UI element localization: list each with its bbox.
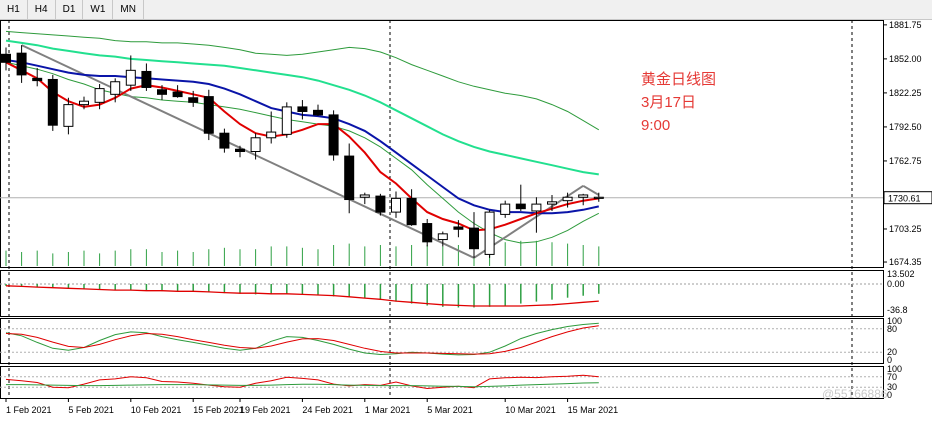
candle-bear — [172, 91, 183, 98]
candle-bear — [469, 227, 479, 250]
candle-bull — [110, 81, 121, 95]
candle-bear — [47, 78, 58, 126]
candle-bull — [562, 196, 573, 202]
candle-bear — [16, 52, 27, 76]
candle-bull — [578, 194, 589, 198]
time-tick-label: 1 Mar 2021 — [365, 405, 411, 415]
time-tick-label: 1 Feb 2021 — [6, 405, 52, 415]
candle-bull — [125, 69, 136, 86]
watermark: @55166886 — [822, 387, 888, 401]
rsi-main-line — [5, 374, 599, 390]
pane-frame-main — [0, 20, 884, 268]
time-tick-label: 15 Feb 2021 — [193, 405, 244, 415]
stoch-k-line — [5, 322, 599, 356]
price-tick-label: 1852.00 — [889, 54, 922, 64]
stoch-tick-label: 20 — [887, 347, 897, 357]
trendline-tip — [582, 184, 600, 196]
candle-bear — [375, 195, 386, 213]
time-tick-label: 10 Mar 2021 — [505, 405, 556, 415]
price-tick-label: 1822.25 — [889, 88, 922, 98]
candle-bull — [484, 211, 495, 255]
price-tick-label: 1792.50 — [889, 122, 922, 132]
candle-bull — [63, 104, 74, 127]
candle-bear — [328, 114, 339, 156]
candle-bull — [250, 137, 261, 153]
rsi-tick-label: 30 — [887, 382, 897, 392]
candle-bull — [547, 201, 557, 205]
pane-frame-sto — [0, 318, 884, 364]
candle-bear — [203, 96, 214, 134]
stoch-tick-label: 100 — [887, 316, 902, 326]
rsi-tick-label: 100 — [887, 364, 902, 374]
time-tick-label: 5 Feb 2021 — [68, 405, 114, 415]
stoch-d-line — [5, 325, 599, 355]
macd-tick-label: 0.00 — [887, 279, 905, 289]
candle-bull — [281, 106, 292, 135]
candle-bear — [344, 155, 355, 201]
candle-bull — [79, 100, 89, 106]
candle-bear — [219, 132, 230, 149]
candle-bear — [141, 70, 152, 88]
pane-frame-rsi — [0, 366, 884, 399]
current-price-label: 1730.61 — [888, 194, 921, 204]
candle-bull — [391, 197, 401, 213]
stoch-tick-label: 80 — [887, 324, 897, 334]
candle-bear — [422, 223, 433, 243]
timeframe-d1[interactable]: D1 — [56, 0, 84, 19]
timeframe-w1[interactable]: W1 — [83, 0, 114, 19]
current-price-box — [883, 191, 932, 205]
candle-bear — [188, 97, 199, 103]
macd-signal-line — [5, 285, 599, 307]
candle-bear — [157, 89, 167, 95]
time-tick-label: 15 Mar 2021 — [568, 405, 619, 415]
price-tick-label: 1881.75 — [889, 20, 922, 30]
macd-tick-label: -36.8 — [887, 305, 908, 315]
candle-bull — [359, 194, 370, 198]
trendline-down — [21, 44, 475, 259]
macd-tick-label: 13.502 — [887, 269, 915, 279]
annotation-title: 黄金日线图 — [641, 71, 716, 88]
candle-bull — [593, 196, 604, 199]
candle-bear — [515, 203, 526, 210]
candle-bear — [406, 197, 417, 226]
rsi-tick-label: 70 — [887, 372, 897, 382]
time-tick-label: 19 Feb 2021 — [240, 405, 291, 415]
envelope-upper-line — [5, 30, 600, 131]
stoch-tick-label: 0 — [887, 355, 892, 365]
rsi-signal-line — [6, 382, 599, 388]
candle-bear — [297, 106, 308, 112]
time-tick-label: 24 Feb 2021 — [302, 405, 353, 415]
rsi-tick-label: 0 — [887, 390, 892, 400]
timeframe-toolbar: H1 H4 D1 W1 MN — [0, 0, 932, 20]
candle-bear — [235, 148, 245, 153]
timeframe-mn[interactable]: MN — [113, 0, 144, 19]
timeframe-h1[interactable]: H1 — [0, 0, 28, 19]
candle-bear — [453, 226, 464, 230]
price-tick-label: 1703.25 — [889, 224, 922, 234]
price-tick-label: 1762.75 — [889, 156, 922, 166]
time-tick-label: 5 Mar 2021 — [427, 405, 473, 415]
price-chart[interactable]: 1881.75 1852.00 1822.25 1792.50 1762.75 1730.… — [0, 20, 932, 428]
candle-bull — [94, 88, 105, 103]
candle-bull — [531, 203, 542, 212]
candle-bear — [1, 53, 11, 63]
envelope-lower-line — [5, 61, 600, 244]
ma-slow-line — [5, 39, 599, 176]
candle-bear — [313, 109, 323, 116]
ma-fast-line — [5, 61, 599, 232]
ma-mid-line — [5, 59, 600, 215]
pane-frame-macd — [0, 270, 884, 317]
candle-bear — [32, 77, 43, 82]
candle-bull — [266, 131, 277, 139]
timeframe-h4[interactable]: H4 — [28, 0, 56, 19]
time-tick-label: 10 Feb 2021 — [131, 405, 182, 415]
annotation-time: 9:00 — [641, 117, 670, 134]
candle-bull — [500, 203, 511, 215]
price-tick-label: 1674.35 — [889, 257, 922, 267]
annotation-date: 3月17日 — [641, 94, 696, 111]
candle-bull — [437, 233, 448, 241]
